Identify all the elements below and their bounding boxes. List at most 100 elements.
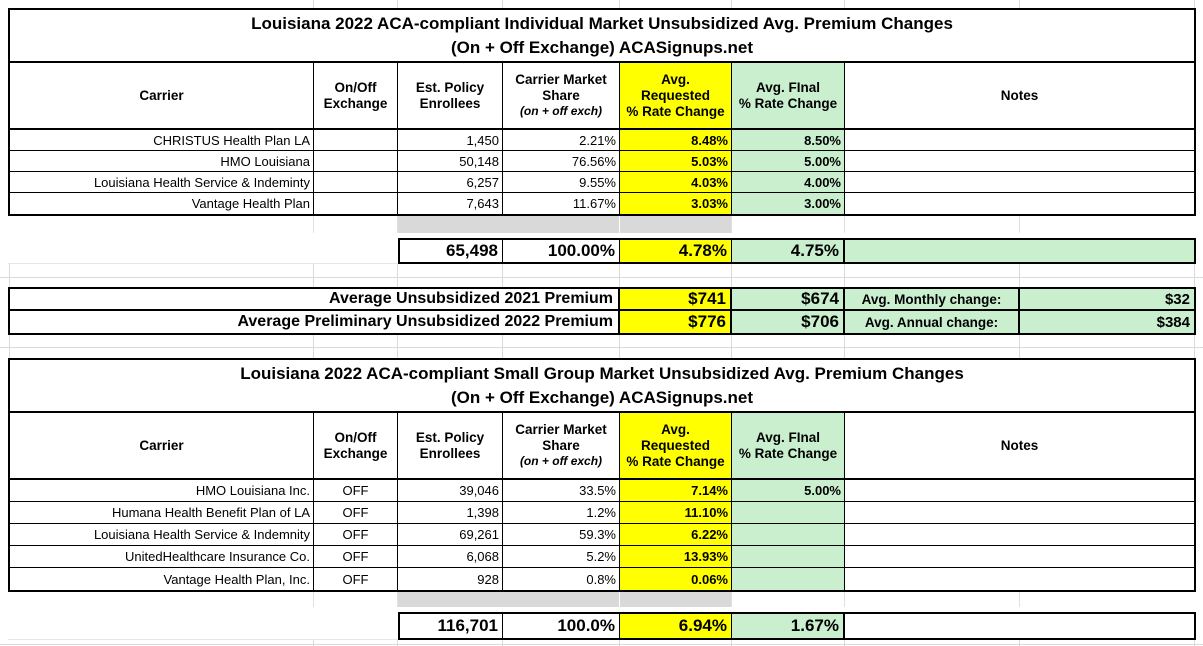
total-notes[interactable] bbox=[845, 612, 1196, 640]
cell-notes[interactable] bbox=[845, 568, 1194, 590]
cell-final-change[interactable]: 5.00% bbox=[732, 480, 845, 501]
cell-exchange[interactable]: OFF bbox=[314, 546, 398, 567]
premium-requested[interactable]: $776 bbox=[620, 311, 732, 333]
cell-market-share[interactable]: 33.5% bbox=[503, 480, 620, 501]
cell-final-change[interactable]: 5.00% bbox=[732, 151, 845, 171]
individual-table-title[interactable]: Louisiana 2022 ACA-compliant Individual … bbox=[8, 8, 1196, 63]
cell-final-change[interactable] bbox=[732, 524, 845, 545]
total-requested-change[interactable]: 4.78% bbox=[620, 240, 732, 262]
cell-requested-change[interactable]: 13.93% bbox=[620, 546, 732, 567]
change-label[interactable]: Avg. Annual change: bbox=[845, 311, 1020, 333]
cell-carrier[interactable]: Louisiana Health Service & Indemnity bbox=[10, 524, 314, 545]
cell-carrier[interactable]: Vantage Health Plan bbox=[10, 193, 314, 214]
cell-final-change[interactable]: 4.00% bbox=[732, 172, 845, 192]
change-label[interactable]: Avg. Monthly change: bbox=[845, 289, 1020, 309]
cell-notes[interactable] bbox=[845, 502, 1194, 523]
total-enrollees[interactable]: 116,701 bbox=[400, 614, 503, 638]
header-market-share[interactable]: Carrier Market Share (on + off exch) bbox=[503, 63, 620, 128]
header-requested-change[interactable]: Avg. Requested % Rate Change bbox=[620, 413, 732, 478]
cell-requested-change[interactable]: 3.03% bbox=[620, 193, 732, 214]
cell-carrier[interactable]: Vantage Health Plan, Inc. bbox=[10, 568, 314, 590]
cell-enrollees[interactable]: 50,148 bbox=[398, 151, 503, 171]
cell-notes[interactable] bbox=[845, 480, 1194, 501]
cell-enrollees[interactable]: 1,450 bbox=[398, 130, 503, 150]
header-exchange[interactable]: On/Off Exchange bbox=[314, 63, 398, 128]
cell-exchange[interactable] bbox=[314, 193, 398, 214]
cell-enrollees[interactable]: 7,643 bbox=[398, 193, 503, 214]
change-value[interactable]: $32 bbox=[1020, 289, 1194, 309]
cell-notes[interactable] bbox=[845, 130, 1194, 150]
cell-carrier[interactable]: CHRISTUS Health Plan LA bbox=[10, 130, 314, 150]
total-market-share[interactable]: 100.00% bbox=[503, 240, 620, 262]
header-notes[interactable]: Notes bbox=[1000, 437, 1039, 453]
premium-final[interactable]: $674 bbox=[732, 289, 845, 309]
cell-enrollees[interactable]: 39,046 bbox=[398, 480, 503, 501]
cell-exchange[interactable] bbox=[314, 130, 398, 150]
header-requested-change[interactable]: Avg. Requested % Rate Change bbox=[620, 63, 732, 128]
cell-requested-change[interactable]: 0.06% bbox=[620, 568, 732, 590]
cell-requested-change[interactable]: 6.22% bbox=[620, 524, 732, 545]
header-final-change[interactable]: Avg. FInal % Rate Change bbox=[732, 63, 845, 128]
change-value[interactable]: $384 bbox=[1020, 311, 1194, 333]
table-row: HMO Louisiana 50,148 76.56% 5.03% 5.00% bbox=[10, 151, 1194, 172]
cell-exchange[interactable] bbox=[314, 172, 398, 192]
cell-enrollees[interactable]: 6,068 bbox=[398, 546, 503, 567]
cell-requested-change[interactable]: 4.03% bbox=[620, 172, 732, 192]
cell-requested-change[interactable]: 5.03% bbox=[620, 151, 732, 171]
cell-final-change[interactable] bbox=[732, 546, 845, 567]
total-requested-change[interactable]: 6.94% bbox=[620, 614, 732, 638]
cell-final-change[interactable]: 3.00% bbox=[732, 193, 845, 214]
cell-exchange[interactable]: OFF bbox=[314, 568, 398, 590]
cell-enrollees[interactable]: 6,257 bbox=[398, 172, 503, 192]
cell-exchange[interactable] bbox=[314, 151, 398, 171]
cell-notes[interactable] bbox=[845, 524, 1194, 545]
cell-market-share[interactable]: 11.67% bbox=[503, 193, 620, 214]
premium-final[interactable]: $706 bbox=[732, 311, 845, 333]
total-market-share[interactable]: 100.0% bbox=[503, 614, 620, 638]
premium-requested[interactable]: $741 bbox=[620, 289, 732, 309]
premium-label[interactable]: Average Preliminary Unsubsidized 2022 Pr… bbox=[10, 311, 620, 333]
cell-final-change[interactable] bbox=[732, 568, 845, 590]
cell-market-share[interactable]: 76.56% bbox=[503, 151, 620, 171]
cell-carrier[interactable]: HMO Louisiana bbox=[10, 151, 314, 171]
header-enrollees[interactable]: Est. Policy Enrollees bbox=[398, 413, 503, 478]
total-enrollees[interactable]: 65,498 bbox=[400, 240, 503, 262]
cell-requested-change[interactable]: 8.48% bbox=[620, 130, 732, 150]
cell-notes[interactable] bbox=[845, 546, 1194, 567]
cell-requested-change[interactable]: 11.10% bbox=[620, 502, 732, 523]
header-market-share[interactable]: Carrier Market Share (on + off exch) bbox=[503, 413, 620, 478]
total-final-change[interactable]: 1.67% bbox=[732, 614, 843, 638]
cell-final-change[interactable] bbox=[732, 502, 845, 523]
cell-exchange[interactable]: OFF bbox=[314, 480, 398, 501]
header-enrollees[interactable]: Est. Policy Enrollees bbox=[398, 63, 503, 128]
cell-carrier[interactable]: UnitedHealthcare Insurance Co. bbox=[10, 546, 314, 567]
cell-enrollees[interactable]: 928 bbox=[398, 568, 503, 590]
header-exchange[interactable]: On/Off Exchange bbox=[314, 413, 398, 478]
header-final-change[interactable]: Avg. FInal % Rate Change bbox=[732, 413, 845, 478]
cell-carrier[interactable]: Humana Health Benefit Plan of LA bbox=[10, 502, 314, 523]
cell-notes[interactable] bbox=[845, 172, 1194, 192]
cell-notes[interactable] bbox=[845, 151, 1194, 171]
total-notes[interactable] bbox=[845, 238, 1196, 264]
header-notes[interactable]: Notes bbox=[1000, 87, 1039, 103]
cell-carrier[interactable]: HMO Louisiana Inc. bbox=[10, 480, 314, 501]
cell-exchange[interactable]: OFF bbox=[314, 502, 398, 523]
cell-market-share[interactable]: 9.55% bbox=[503, 172, 620, 192]
cell-notes[interactable] bbox=[845, 193, 1194, 214]
cell-requested-change[interactable]: 7.14% bbox=[620, 480, 732, 501]
header-carrier[interactable]: Carrier bbox=[10, 413, 314, 478]
cell-enrollees[interactable]: 69,261 bbox=[398, 524, 503, 545]
cell-enrollees[interactable]: 1,398 bbox=[398, 502, 503, 523]
cell-market-share[interactable]: 2.21% bbox=[503, 130, 620, 150]
total-final-change[interactable]: 4.75% bbox=[732, 240, 843, 262]
cell-carrier[interactable]: Louisiana Health Service & Indeminty bbox=[10, 172, 314, 192]
cell-market-share[interactable]: 0.8% bbox=[503, 568, 620, 590]
cell-final-change[interactable]: 8.50% bbox=[732, 130, 845, 150]
header-carrier[interactable]: Carrier bbox=[10, 63, 314, 128]
cell-market-share[interactable]: 5.2% bbox=[503, 546, 620, 567]
cell-exchange[interactable]: OFF bbox=[314, 524, 398, 545]
premium-label[interactable]: Average Unsubsidized 2021 Premium bbox=[10, 289, 620, 309]
cell-market-share[interactable]: 59.3% bbox=[503, 524, 620, 545]
small-group-table-title[interactable]: Louisiana 2022 ACA-compliant Small Group… bbox=[8, 358, 1196, 413]
cell-market-share[interactable]: 1.2% bbox=[503, 502, 620, 523]
